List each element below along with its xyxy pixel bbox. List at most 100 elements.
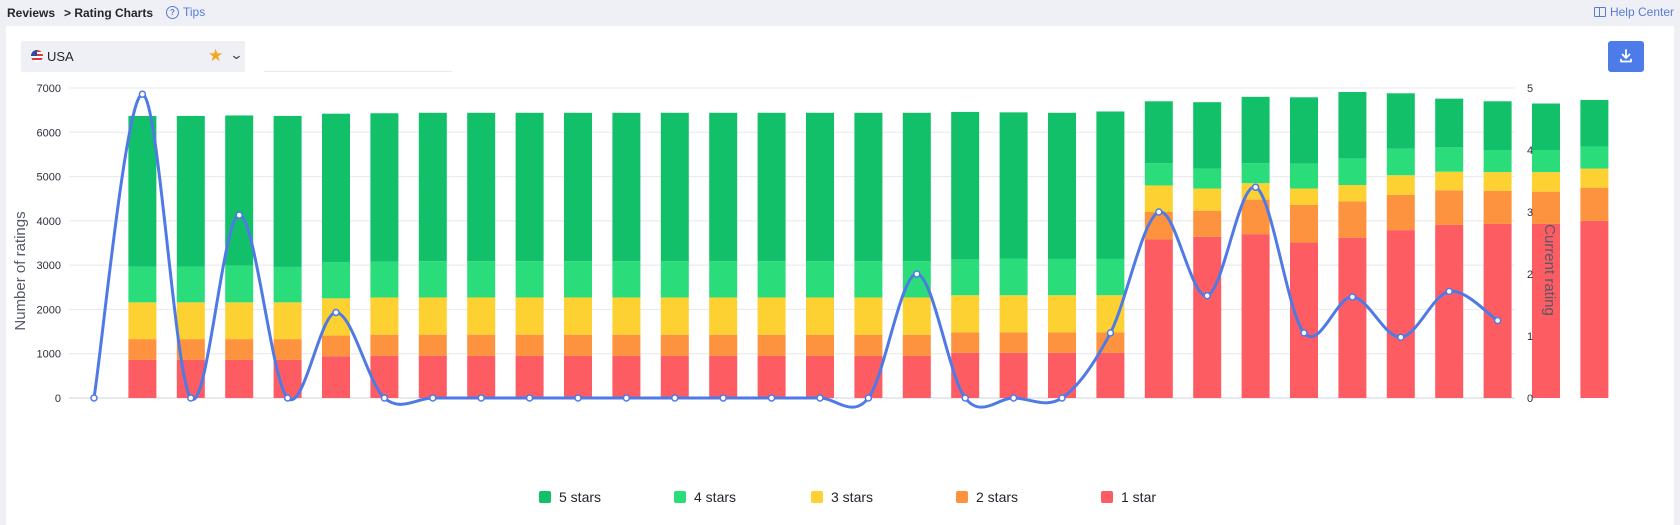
bar-segment[interactable]: [176, 339, 205, 360]
bar-segment[interactable]: [273, 359, 302, 398]
bar-segment[interactable]: [1144, 239, 1173, 398]
bar-segment[interactable]: [1290, 242, 1318, 398]
legend-item-5-stars[interactable]: 5 stars: [539, 487, 674, 507]
bar-segment[interactable]: [418, 355, 447, 398]
bar-segment[interactable]: [612, 334, 641, 356]
bar-segment[interactable]: [806, 334, 834, 356]
rating-point[interactable]: [477, 394, 485, 402]
bar-segment[interactable]: [1580, 146, 1609, 169]
bar-segment[interactable]: [176, 115, 205, 267]
rating-point[interactable]: [767, 394, 776, 402]
bar-segment[interactable]: [1096, 295, 1125, 333]
bar-segment[interactable]: [660, 112, 689, 262]
rating-point[interactable]: [1493, 316, 1502, 325]
bar-segment[interactable]: [1144, 163, 1173, 186]
bar-segment[interactable]: [1241, 96, 1270, 164]
bar-segment[interactable]: [1435, 190, 1464, 225]
bar-segment[interactable]: [660, 334, 689, 356]
bar-segment[interactable]: [806, 112, 834, 262]
bar-segment[interactable]: [1580, 99, 1609, 147]
rating-point[interactable]: [1203, 291, 1211, 300]
rating-point[interactable]: [622, 394, 631, 402]
bar-segment[interactable]: [467, 334, 496, 356]
breadcrumb-reviews[interactable]: Reviews: [7, 6, 56, 20]
bar-segment[interactable]: [709, 355, 738, 398]
bar-segment[interactable]: [128, 266, 157, 303]
legend-item-1-star[interactable]: 1 star: [1101, 487, 1156, 507]
bar-segment[interactable]: [273, 302, 302, 340]
bar-segment[interactable]: [709, 112, 738, 262]
bar-segment[interactable]: [612, 261, 641, 298]
country-select[interactable]: USA ★ ⌄: [21, 41, 245, 72]
bar-segment[interactable]: [1338, 184, 1367, 202]
download-button[interactable]: [1608, 41, 1644, 72]
bar-segment[interactable]: [660, 355, 689, 398]
bar-segment[interactable]: [515, 261, 544, 298]
bar-segment[interactable]: [854, 261, 883, 298]
bar-segment[interactable]: [418, 261, 447, 298]
bar-segment[interactable]: [1435, 171, 1464, 191]
rating-point[interactable]: [1106, 329, 1115, 337]
bar-segment[interactable]: [1338, 237, 1367, 398]
bar-segment[interactable]: [564, 261, 592, 298]
bar-segment[interactable]: [273, 115, 302, 267]
bar-segment[interactable]: [515, 334, 544, 356]
bar-segment[interactable]: [1483, 101, 1512, 150]
bar-segment[interactable]: [951, 259, 980, 296]
bar-segment[interactable]: [1193, 102, 1222, 169]
bar-segment[interactable]: [1580, 220, 1609, 398]
bar-segment[interactable]: [902, 355, 931, 398]
legend-item-4-stars[interactable]: 4 stars: [674, 487, 811, 507]
legend-item-3-stars[interactable]: 3 stars: [811, 487, 956, 507]
rating-point[interactable]: [380, 394, 389, 402]
bar-segment[interactable]: [1580, 187, 1609, 221]
bar-segment[interactable]: [999, 295, 1028, 333]
bar-segment[interactable]: [1532, 150, 1560, 173]
bar-segment[interactable]: [176, 266, 205, 303]
bar-segment[interactable]: [1386, 230, 1415, 398]
bar-segment[interactable]: [999, 332, 1028, 353]
bar-segment[interactable]: [225, 339, 254, 360]
bar-segment[interactable]: [225, 359, 254, 398]
rating-point[interactable]: [1155, 208, 1163, 216]
rating-point[interactable]: [913, 270, 921, 278]
bar-segment[interactable]: [660, 297, 689, 335]
bar-segment[interactable]: [370, 113, 399, 262]
bar-segment[interactable]: [1435, 147, 1464, 172]
bar-segment[interactable]: [564, 112, 592, 262]
rating-point[interactable]: [235, 211, 243, 219]
bar-segment[interactable]: [1386, 93, 1415, 149]
bar-segment[interactable]: [1532, 223, 1560, 398]
bar-segment[interactable]: [515, 112, 544, 262]
rating-point[interactable]: [719, 394, 727, 402]
bar-segment[interactable]: [322, 298, 350, 336]
bar-segment[interactable]: [1338, 91, 1367, 159]
bar-segment[interactable]: [902, 334, 931, 356]
bar-segment[interactable]: [1338, 201, 1367, 238]
tips-link[interactable]: ? Tips: [166, 5, 205, 19]
bar-segment[interactable]: [515, 297, 544, 335]
rating-point[interactable]: [525, 394, 534, 402]
star-icon[interactable]: ★: [208, 46, 224, 65]
rating-point[interactable]: [816, 394, 824, 402]
rating-point[interactable]: [429, 394, 437, 402]
bar-segment[interactable]: [1580, 168, 1609, 188]
bar-segment[interactable]: [322, 335, 350, 357]
bar-segment[interactable]: [370, 297, 399, 335]
bar-segment[interactable]: [709, 297, 738, 335]
rating-point[interactable]: [1009, 394, 1018, 402]
rating-point[interactable]: [1251, 183, 1260, 191]
bar-segment[interactable]: [757, 112, 786, 262]
bar-segment[interactable]: [660, 261, 689, 298]
bar-segment[interactable]: [902, 112, 931, 262]
bar-segment[interactable]: [1193, 168, 1222, 189]
rating-point[interactable]: [961, 394, 969, 402]
bar-segment[interactable]: [370, 355, 399, 398]
bar-segment[interactable]: [1193, 236, 1222, 398]
rating-point[interactable]: [1397, 333, 1405, 341]
rating-point[interactable]: [671, 394, 679, 402]
bar-segment[interactable]: [951, 295, 980, 333]
bar-segment[interactable]: [612, 355, 641, 398]
bar-segment[interactable]: [128, 339, 157, 360]
bar-segment[interactable]: [757, 355, 786, 398]
